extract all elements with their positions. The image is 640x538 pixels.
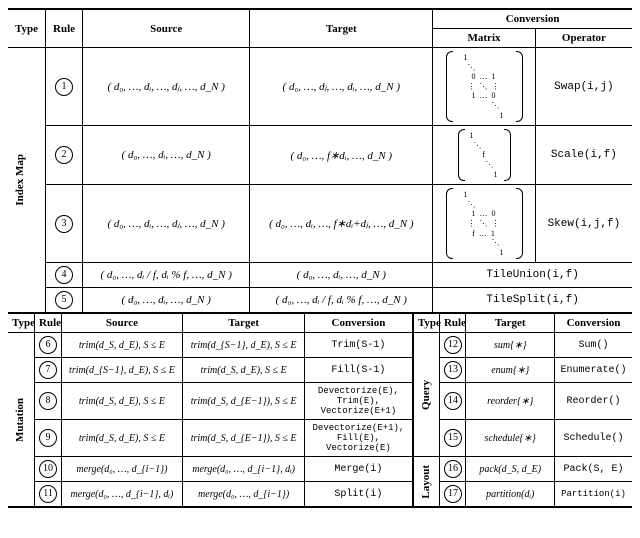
rule-badge: 2 (55, 146, 73, 164)
col-operator: Operator (535, 29, 632, 48)
col-matrix: Matrix (433, 29, 536, 48)
table-row: 11 merge(d₀, …, d_{i−1}, dᵢ) merge(d₀, …… (8, 482, 632, 508)
table-row: Mutation 6 trim(d_S, d_E), S ≤ E trim(d_… (8, 333, 632, 358)
col-type: Type (8, 9, 46, 48)
group-mutation: Mutation (12, 396, 28, 444)
group-layout: Layout (418, 463, 434, 501)
rule-badge: 3 (55, 215, 73, 233)
rule-badge: 1 (55, 78, 73, 96)
target-col: ( d₀, …, dⱼ, …, dᵢ, …, d_N ) (250, 48, 433, 126)
table-row: 8 trim(d_S, d_E), S ≤ E trim(d_S, d_{E−1… (8, 383, 632, 420)
group-query: Query (418, 378, 434, 412)
table-row: 3 ( d₀, …, dᵢ, …, dⱼ, …, d_N ) ( d₀, …, … (8, 185, 632, 263)
col-conversion: Conversion (433, 9, 632, 29)
table-row: 9 trim(d_S, d_E), S ≤ E trim(d_S, d_{E−1… (8, 420, 632, 457)
rule-badge: 4 (55, 266, 73, 284)
operator-col: Swap(i,j) (535, 48, 632, 126)
table-row: Index Map 1 ( d₀, …, dᵢ, …, dⱼ, …, d_N )… (8, 48, 632, 126)
table-row: 7 trim(d_{S−1}, d_E), S ≤ E trim(d_S, d_… (8, 358, 632, 383)
index-map-table: Type Rule Source Target Conversion Matri… (8, 8, 632, 314)
col-source: Source (83, 9, 250, 48)
conversion-merged: TileSplit(i,f) (433, 288, 632, 314)
matrix-cell: 1 ⋱ 0 … 1 ⋮ ⋱ ⋮ 1 … 0 ⋱ 1 (433, 48, 536, 126)
col-target: Target (250, 9, 433, 48)
table-row: 5 ( d₀, …, dᵢ, …, d_N ) ( d₀, …, dᵢ / f,… (8, 288, 632, 314)
group-label: Index Map (12, 152, 28, 208)
table-row: 2 ( d₀, …, dᵢ, …, d_N ) ( d₀, …, f∗dᵢ, …… (8, 126, 632, 185)
col-rule: Rule (46, 9, 83, 48)
conversion-merged: TileUnion(i,f) (433, 263, 632, 288)
table-row: 4 ( d₀, …, dᵢ / f, dᵢ % f, …, d_N ) ( d₀… (8, 263, 632, 288)
rule-badge: 5 (55, 291, 73, 309)
source-col: ( d₀, …, dᵢ, …, dⱼ, …, d_N ) (83, 48, 250, 126)
mutation-query-layout-table: Type Rule Source Target Conversion Type … (8, 314, 632, 508)
table-row: 10 merge(d₀, …, d_{i−1}) merge(d₀, …, d_… (8, 457, 632, 482)
